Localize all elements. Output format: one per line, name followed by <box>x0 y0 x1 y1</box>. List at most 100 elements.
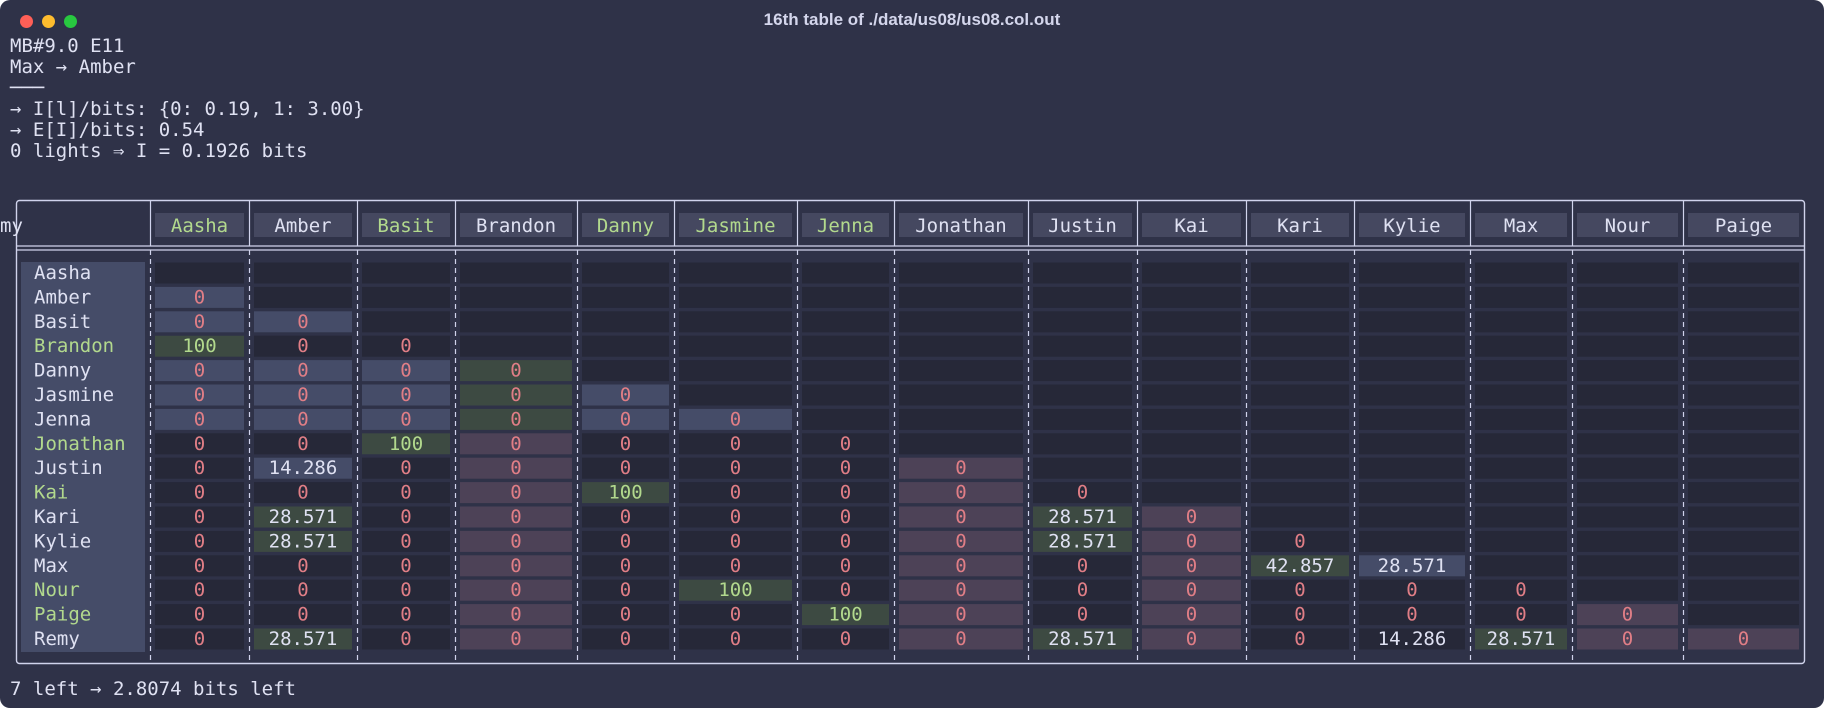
cell-value: 42.857 <box>1266 555 1335 577</box>
cell-value: 0 <box>620 384 631 406</box>
table-cell <box>460 335 572 357</box>
table-cell <box>1475 482 1567 504</box>
table-cell <box>582 530 669 552</box>
table-cell <box>1142 433 1241 455</box>
table-cell <box>1033 628 1132 650</box>
minimize-button[interactable] <box>42 15 55 28</box>
row-name-danny: Danny <box>34 360 91 382</box>
table-cell <box>1577 384 1678 406</box>
table-cell <box>1475 530 1567 552</box>
cell-value: 0 <box>297 433 308 455</box>
table-cell <box>1688 384 1799 406</box>
table-cell <box>460 579 572 601</box>
cell-value: 0 <box>730 408 741 430</box>
cell-value: 0 <box>730 530 741 552</box>
row-name-background <box>21 262 145 652</box>
table-cell <box>582 311 669 333</box>
column-header-cell <box>1577 213 1678 237</box>
cell-value: 0 <box>1186 555 1197 577</box>
cell-value: 100 <box>718 579 752 601</box>
table-cell <box>1359 311 1465 333</box>
table-cell <box>899 384 1023 406</box>
table-cell <box>460 482 572 504</box>
table-cell <box>679 555 792 577</box>
title-bar: 16th table of ./data/us08/us08.col.out <box>0 0 1824 40</box>
column-header-basit: Basit <box>377 215 434 237</box>
table-cell <box>1251 604 1349 626</box>
table-cell <box>155 384 244 406</box>
cell-value: 0 <box>400 628 411 650</box>
table-cell <box>1688 286 1799 308</box>
table-cell <box>254 311 352 333</box>
column-header-cell <box>254 213 352 237</box>
column-header-kylie: Kylie <box>1383 215 1440 237</box>
table-border <box>15 199 1806 665</box>
table-cell <box>1251 530 1349 552</box>
cell-value: 0 <box>1186 604 1197 626</box>
table-cell <box>460 360 572 382</box>
cell-value: 28.571 <box>1487 628 1556 650</box>
zoom-button[interactable] <box>64 15 77 28</box>
table-cell <box>679 530 792 552</box>
cell-value: 0 <box>840 530 851 552</box>
table-cell <box>1577 408 1678 430</box>
table-cell <box>1475 628 1567 650</box>
table-cell <box>1577 530 1678 552</box>
cell-value: 0 <box>620 530 631 552</box>
cell-value: 0 <box>620 457 631 479</box>
table-cell <box>1033 579 1132 601</box>
table-cell <box>155 604 244 626</box>
cell-value: 0 <box>1294 628 1305 650</box>
column-header-cell <box>1251 213 1349 237</box>
table-cell <box>582 579 669 601</box>
table-cell <box>1251 579 1349 601</box>
table-cell <box>679 408 792 430</box>
column-header-danny: Danny <box>597 215 654 237</box>
table-cell <box>899 360 1023 382</box>
table-cell <box>362 262 450 284</box>
table-cell <box>362 335 450 357</box>
table-cell <box>1688 628 1799 650</box>
table-cell <box>460 262 572 284</box>
cell-value: 0 <box>955 604 966 626</box>
cell-value: 0 <box>297 579 308 601</box>
cell-value: 100 <box>608 482 642 504</box>
table-cell <box>899 433 1023 455</box>
cell-value: 28.571 <box>1048 628 1117 650</box>
table-cell <box>254 335 352 357</box>
cell-value: 0 <box>297 555 308 577</box>
table-cell <box>1142 335 1241 357</box>
cell-value: 0 <box>955 628 966 650</box>
table-cell <box>899 335 1023 357</box>
table-cell <box>1688 457 1799 479</box>
row-name-max: Max <box>34 555 68 577</box>
cell-value: 100 <box>828 604 862 626</box>
table-cell <box>1251 506 1349 528</box>
table-cell <box>1033 360 1132 382</box>
table-cell <box>1688 482 1799 504</box>
table-cell <box>362 360 450 382</box>
cell-value: 0 <box>840 457 851 479</box>
table-cell <box>582 286 669 308</box>
cell-value: 0 <box>955 530 966 552</box>
table-cell <box>679 482 792 504</box>
table-cell <box>155 360 244 382</box>
table-cell <box>1251 262 1349 284</box>
cell-value: 0 <box>194 579 205 601</box>
cell-value: 0 <box>400 506 411 528</box>
cell-value: 0 <box>955 457 966 479</box>
table-cell <box>155 286 244 308</box>
table-cell <box>1475 262 1567 284</box>
table-cell <box>1688 604 1799 626</box>
header-line-version: MB#9.0 E11 <box>10 35 125 57</box>
column-header-cell <box>1359 213 1465 237</box>
cell-value: 0 <box>1738 628 1749 650</box>
table-cell <box>582 628 669 650</box>
table-cell <box>362 604 450 626</box>
table-cell <box>1475 433 1567 455</box>
table-cell <box>155 311 244 333</box>
table-cell <box>254 286 352 308</box>
row-name-kari: Kari <box>34 506 80 528</box>
close-button[interactable] <box>20 15 33 28</box>
